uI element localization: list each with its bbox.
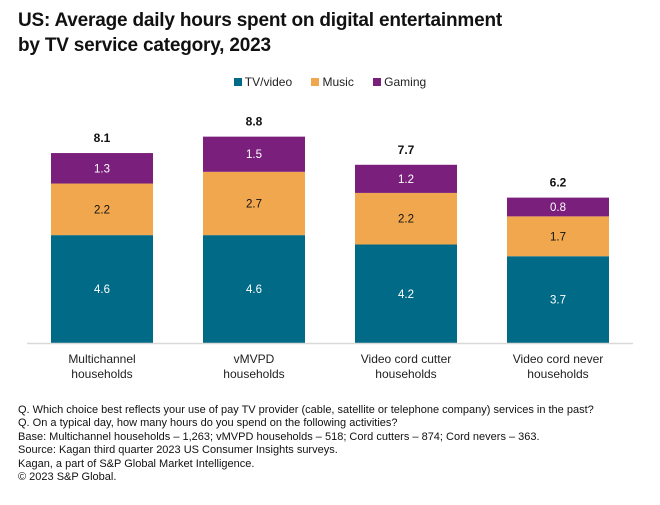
bar-segment-gaming-2 bbox=[203, 136, 305, 172]
x-tick-label-2-line-1: vMVPD bbox=[234, 352, 275, 366]
bar-segment-tv-video-1 bbox=[51, 235, 153, 343]
data-label-gaming-3: 1.2 bbox=[398, 174, 414, 186]
total-label-2: 8.8 bbox=[246, 115, 263, 129]
bar-segment-gaming-1 bbox=[51, 153, 153, 184]
bar-segment-tv-video-3 bbox=[355, 244, 457, 343]
bar-segment-tv-video-4 bbox=[507, 256, 609, 343]
data-label-music-2: 2.7 bbox=[246, 198, 262, 210]
total-label-1: 8.1 bbox=[94, 131, 111, 145]
data-label-gaming-1: 1.3 bbox=[94, 163, 110, 175]
data-label-gaming-4: 0.8 bbox=[550, 202, 566, 214]
legend: TV/video Music Gaming bbox=[0, 75, 660, 89]
data-label-tv-video-1: 4.6 bbox=[94, 284, 110, 296]
chart-title: US: Average daily hours spent on digital… bbox=[18, 8, 502, 58]
x-tick-label-3-line-2: households bbox=[375, 367, 436, 381]
x-tick-label-1-line-1: Multichannel bbox=[68, 352, 135, 366]
legend-label-music: Music bbox=[322, 75, 354, 89]
legend-item-gaming: Gaming bbox=[373, 75, 426, 89]
total-label-4: 6.2 bbox=[550, 176, 567, 190]
legend-label-gaming: Gaming bbox=[384, 75, 427, 89]
note-publisher: Kagan, a part of S&P Global Market Intel… bbox=[18, 457, 255, 470]
note-question-1: Q. Which choice best reflects your use o… bbox=[18, 404, 594, 416]
total-label-3: 7.7 bbox=[398, 143, 415, 157]
x-tick-label-1-line-2: households bbox=[71, 367, 132, 381]
chart-title-line-1: US: Average daily hours spent on digital… bbox=[18, 10, 502, 31]
note-base: Base: Multichannel households – 1,263; v… bbox=[18, 430, 540, 443]
note-copyright: © 2023 S&P Global. bbox=[18, 471, 117, 484]
x-tick-label-4-line-2: households bbox=[527, 367, 588, 381]
bar-segment-tv-video-2 bbox=[203, 235, 305, 343]
legend-swatch-music bbox=[311, 78, 320, 86]
data-label-music-3: 2.2 bbox=[398, 214, 414, 226]
legend-item-tv-video: TV/video bbox=[233, 75, 293, 89]
bar-segment-music-3 bbox=[355, 192, 457, 245]
data-label-tv-video-3: 4.2 bbox=[398, 289, 414, 301]
bar-segment-gaming-3 bbox=[355, 164, 457, 193]
legend-item-music: Music bbox=[311, 75, 354, 89]
bar-segment-music-4 bbox=[507, 216, 609, 257]
bar-segment-music-1 bbox=[51, 183, 153, 236]
data-label-gaming-2: 1.5 bbox=[246, 149, 262, 161]
x-tick-label-4-line-1: Video cord never bbox=[513, 352, 604, 366]
chart-title-line-2: by TV service category, 2023 bbox=[18, 35, 271, 56]
note-question-2: Q. On a typical day, how many hours do y… bbox=[18, 417, 398, 430]
legend-swatch-tv-video bbox=[233, 78, 242, 86]
bar-segment-gaming-4 bbox=[507, 197, 609, 217]
x-tick-label-2-line-2: households bbox=[223, 367, 284, 381]
stacked-bar-chart: 4.62.21.38.1Multichannelhouseholds4.62.7… bbox=[27, 115, 633, 381]
x-tick-label-3-line-1: Video cord cutter bbox=[361, 352, 452, 366]
bar-segment-music-2 bbox=[203, 171, 305, 236]
legend-label-tv-video: TV/video bbox=[244, 75, 293, 89]
data-label-tv-video-4: 3.7 bbox=[550, 295, 566, 307]
data-label-music-4: 1.7 bbox=[550, 231, 566, 243]
data-label-music-1: 2.2 bbox=[94, 204, 110, 216]
note-source: Source: Kagan third quarter 2023 US Cons… bbox=[18, 444, 338, 457]
data-label-tv-video-2: 4.6 bbox=[246, 284, 262, 296]
chart-notes: Q. Which choice best reflects your use o… bbox=[18, 404, 594, 484]
legend-swatch-gaming bbox=[373, 78, 382, 86]
